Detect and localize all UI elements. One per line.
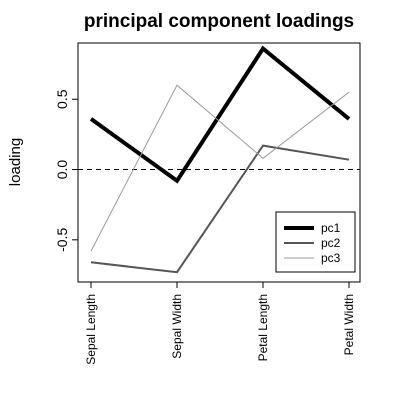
- plot-marks: -0.5 0.0 0.5 Sepal Length Sepal Width Petal L…: [54, 45, 360, 365]
- y-tick-label: 0.5: [54, 89, 70, 109]
- chart-title: principal component loadings: [84, 11, 354, 32]
- legend-label-pc2: pc2: [321, 236, 341, 250]
- x-tick-label: Petal Width: [342, 294, 356, 355]
- y-axis-label: loading: [7, 138, 24, 186]
- plot-frame: [77, 42, 361, 283]
- series-line-pc2: [90, 144, 350, 274]
- y-tick-label: -0.5: [54, 228, 70, 252]
- legend-label-pc3: pc3: [321, 251, 341, 265]
- series-line-pc1: [89, 45, 351, 184]
- series-line-pc3: [90, 84, 350, 252]
- legend-label-pc1: pc1: [321, 221, 341, 235]
- y-tick-label: 0.0: [54, 160, 70, 180]
- x-tick-label: Sepal Length: [84, 294, 98, 365]
- x-tick-label: Sepal Width: [170, 294, 184, 359]
- x-tick-label: Petal Length: [256, 294, 270, 361]
